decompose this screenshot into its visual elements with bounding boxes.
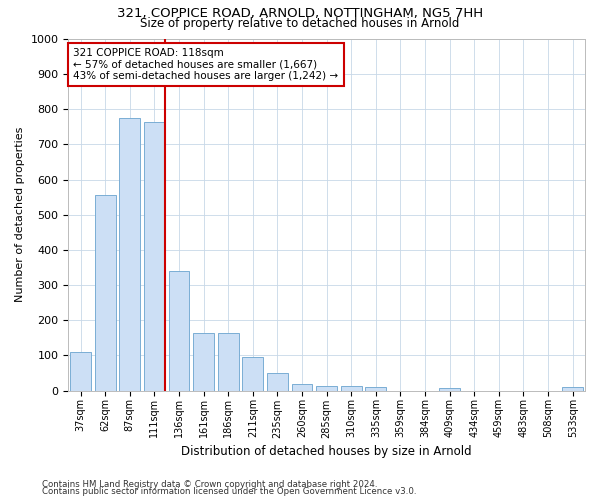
Bar [365, 387, 386, 390]
Bar [95, 196, 116, 390]
Bar [70, 352, 91, 391]
Bar [267, 373, 288, 390]
Bar [144, 122, 165, 390]
Text: 321 COPPICE ROAD: 118sqm
← 57% of detached houses are smaller (1,667)
43% of sem: 321 COPPICE ROAD: 118sqm ← 57% of detach… [73, 48, 338, 81]
Bar [316, 386, 337, 390]
Text: Contains public sector information licensed under the Open Government Licence v3: Contains public sector information licen… [42, 487, 416, 496]
X-axis label: Distribution of detached houses by size in Arnold: Distribution of detached houses by size … [181, 444, 472, 458]
Y-axis label: Number of detached properties: Number of detached properties [15, 127, 25, 302]
Bar [562, 387, 583, 390]
Bar [169, 271, 190, 390]
Text: Size of property relative to detached houses in Arnold: Size of property relative to detached ho… [140, 16, 460, 30]
Bar [439, 388, 460, 390]
Text: Contains HM Land Registry data © Crown copyright and database right 2024.: Contains HM Land Registry data © Crown c… [42, 480, 377, 489]
Bar [218, 333, 239, 390]
Bar [119, 118, 140, 390]
Bar [193, 333, 214, 390]
Bar [341, 386, 362, 390]
Bar [242, 357, 263, 390]
Bar [292, 384, 313, 390]
Text: 321, COPPICE ROAD, ARNOLD, NOTTINGHAM, NG5 7HH: 321, COPPICE ROAD, ARNOLD, NOTTINGHAM, N… [117, 8, 483, 20]
